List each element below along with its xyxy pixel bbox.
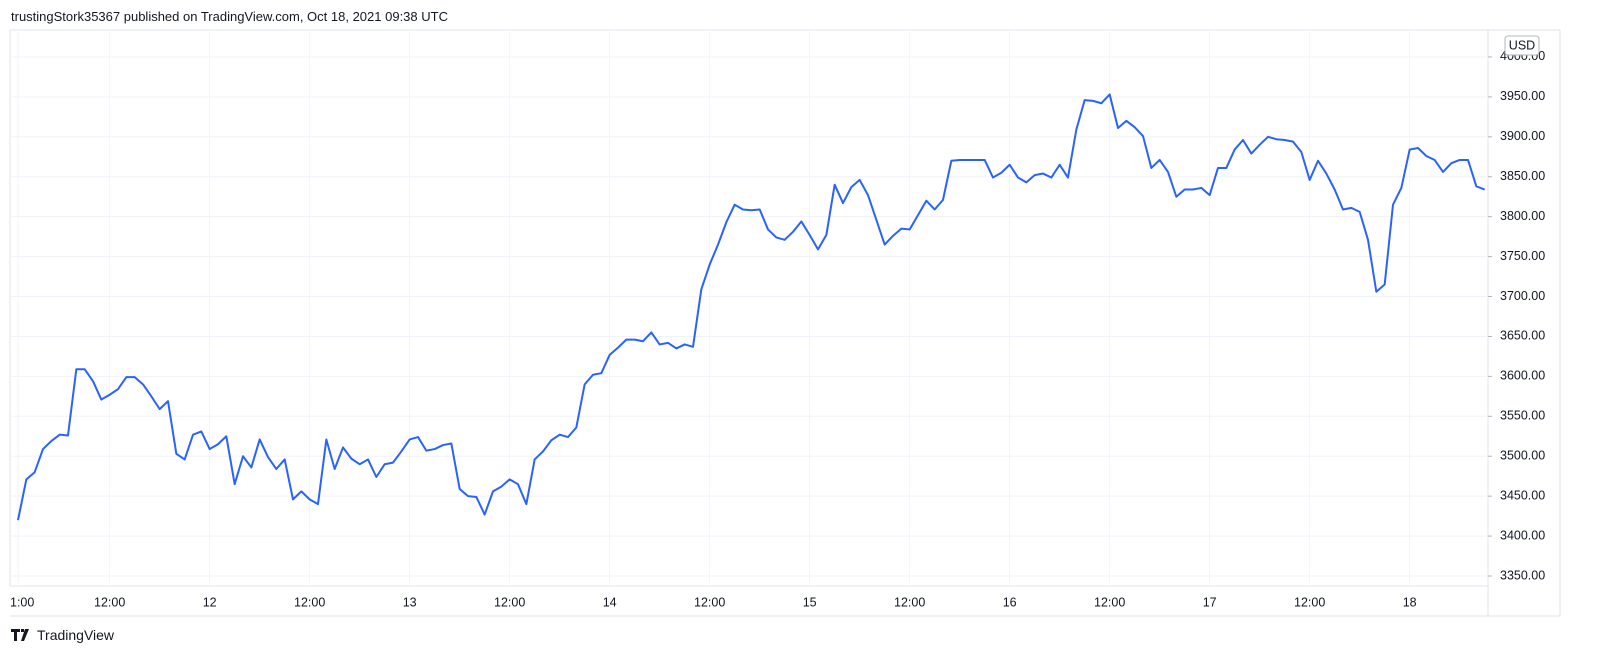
- x-tick-label: 16: [1003, 595, 1017, 609]
- logo-shape: [11, 629, 29, 641]
- marks: [17, 93, 1486, 521]
- y-tick-label: 3950.00: [1500, 89, 1545, 103]
- x-tick-label: 12:00: [94, 595, 125, 609]
- y-tick-label: 3600.00: [1500, 369, 1545, 383]
- y-tick-label: 3350.00: [1500, 568, 1545, 582]
- x-tick-label: 15: [803, 595, 817, 609]
- y-tick-label: 3550.00: [1500, 409, 1545, 423]
- currency-box: [1504, 35, 1540, 56]
- x-tick-label: 13: [403, 595, 417, 609]
- publish-info: trustingStork35367 published on TradingV…: [11, 9, 448, 24]
- y-tick-label: 3500.00: [1500, 449, 1545, 463]
- brand-name: TradingView: [37, 627, 115, 643]
- y-tick-label: 3650.00: [1500, 329, 1545, 343]
- y-tick-label: 3450.00: [1500, 488, 1545, 502]
- ticks: 3350.00 3400.00 3450.00 3500.00 3550.00 3600.…: [10, 49, 1545, 609]
- x-tick-label: 12:00: [1294, 595, 1325, 609]
- y-tick-label: 3700.00: [1500, 289, 1545, 303]
- x-tick-label: 12: [203, 595, 217, 609]
- footer: TradingView: [11, 627, 114, 643]
- y-tick-label: 3800.00: [1500, 209, 1545, 223]
- plot-frame: [9, 29, 1489, 587]
- y-tick-label: 3900.00: [1500, 129, 1545, 143]
- x-tick-label: 12:00: [894, 595, 925, 609]
- grid: [10, 30, 1488, 586]
- x-tick-label: 12:00: [694, 595, 725, 609]
- chart: 3350.00 3400.00 3450.00 3500.00 3550.00 3600.…: [9, 29, 1561, 617]
- x-tick-label: 14: [603, 595, 617, 609]
- x-tick-label: 12:00: [294, 595, 325, 609]
- x-tick-label: 12:00: [1094, 595, 1125, 609]
- x-tick-label: 17: [1203, 595, 1217, 609]
- x-tick-label: 18: [1403, 595, 1417, 609]
- brand-logo: [11, 629, 29, 641]
- x-tick-label: 1:00: [10, 595, 34, 609]
- x-tick-label: 12:00: [494, 595, 525, 609]
- currency-badge: USD: [1504, 35, 1540, 56]
- price-line: [17, 93, 1486, 521]
- y-tick-label: 3400.00: [1500, 528, 1545, 542]
- y-tick-label: 3850.00: [1500, 169, 1545, 183]
- currency-label: USD: [1509, 38, 1535, 52]
- y-tick-label: 3750.00: [1500, 249, 1545, 263]
